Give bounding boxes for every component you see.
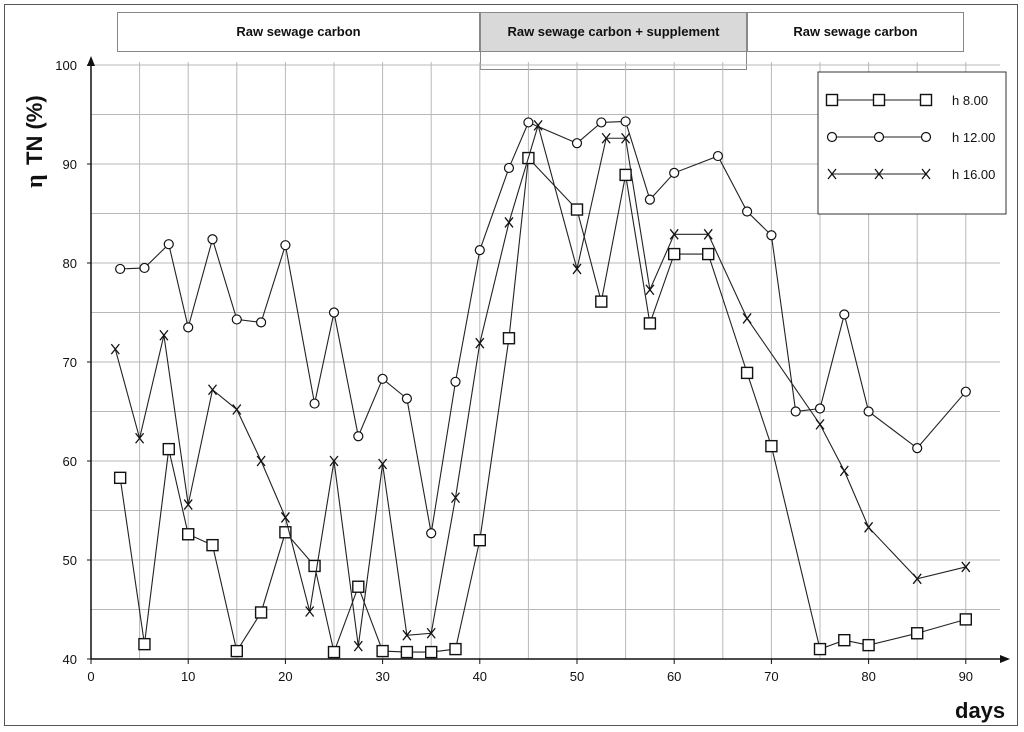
phase-label-supplement: Raw sewage carbon + supplement	[480, 12, 747, 52]
phase-supplement-extension	[480, 52, 747, 70]
phase-label-raw-sewage-1: Raw sewage carbon	[117, 12, 480, 52]
y-axis-title: η TN (%)	[22, 95, 48, 188]
y-axis-label: TN (%)	[22, 95, 47, 165]
y-axis-symbol: η	[22, 174, 48, 188]
figure-frame	[4, 4, 1018, 726]
x-axis-title: days	[955, 698, 1006, 723]
phase-label-raw-sewage-2: Raw sewage carbon	[747, 12, 964, 52]
